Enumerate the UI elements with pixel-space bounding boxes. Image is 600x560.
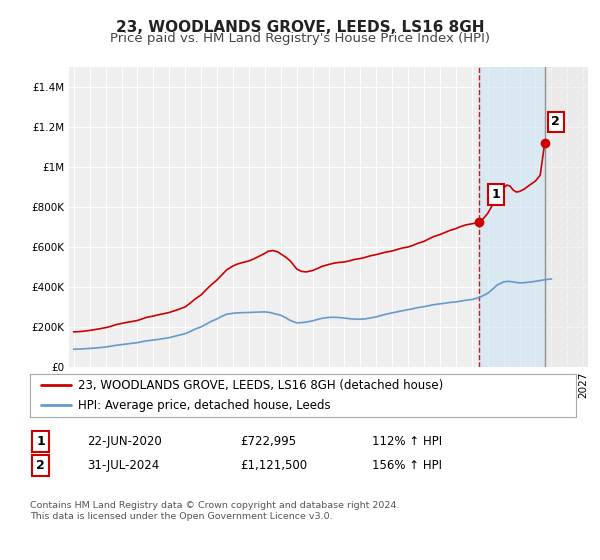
Text: 156% ↑ HPI: 156% ↑ HPI [372,459,442,473]
Text: 31-JUL-2024: 31-JUL-2024 [87,459,159,473]
Text: 1: 1 [37,435,45,448]
Text: 1: 1 [491,188,500,201]
Text: 23, WOODLANDS GROVE, LEEDS, LS16 8GH: 23, WOODLANDS GROVE, LEEDS, LS16 8GH [116,20,484,35]
Text: 22-JUN-2020: 22-JUN-2020 [87,435,162,448]
Text: £722,995: £722,995 [240,435,296,448]
Bar [479,67,545,367]
Text: 23, WOODLANDS GROVE, LEEDS, LS16 8GH (detached house): 23, WOODLANDS GROVE, LEEDS, LS16 8GH (de… [78,379,443,392]
Text: Price paid vs. HM Land Registry's House Price Index (HPI): Price paid vs. HM Land Registry's House … [110,32,490,45]
Bar [545,67,588,367]
Text: £1,121,500: £1,121,500 [240,459,307,473]
Text: 2: 2 [37,459,45,473]
Text: 2: 2 [551,115,560,128]
Text: HPI: Average price, detached house, Leeds: HPI: Average price, detached house, Leed… [78,399,331,412]
Text: 112% ↑ HPI: 112% ↑ HPI [372,435,442,448]
Text: Contains HM Land Registry data © Crown copyright and database right 2024.
This d: Contains HM Land Registry data © Crown c… [30,501,400,521]
